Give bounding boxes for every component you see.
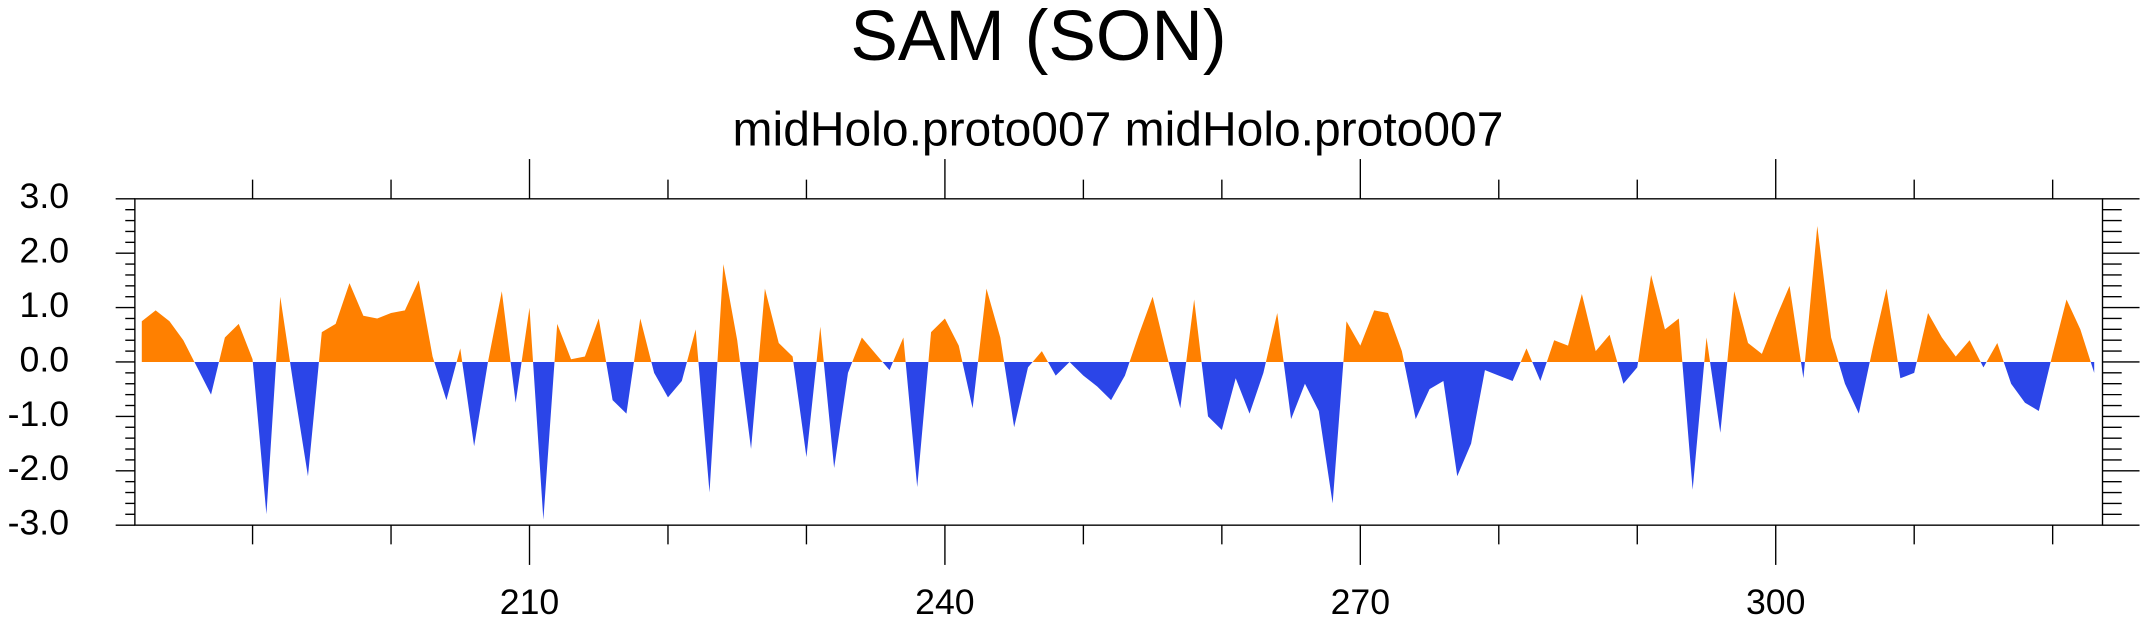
negative-area <box>141 361 2095 520</box>
y-tick-label: 3.0 <box>20 176 70 216</box>
x-tick-label: 270 <box>1331 582 1390 622</box>
y-tick-label: 1.0 <box>20 285 70 325</box>
y-tick-label: -2.0 <box>8 448 69 488</box>
positive-area <box>141 226 2095 362</box>
x-tick-label: 210 <box>500 582 559 622</box>
y-tick-label: 2.0 <box>20 231 70 271</box>
y-tick-label: -1.0 <box>8 394 69 434</box>
y-tick-label: -3.0 <box>8 503 69 543</box>
x-tick-label: 240 <box>915 582 974 622</box>
y-tick-label: 0.0 <box>20 339 70 379</box>
chart-subtitle: midHolo.proto007 midHolo.proto007 <box>733 104 1504 157</box>
x-tick-label: 300 <box>1746 582 1805 622</box>
chart-title: SAM (SON) <box>850 0 1226 76</box>
